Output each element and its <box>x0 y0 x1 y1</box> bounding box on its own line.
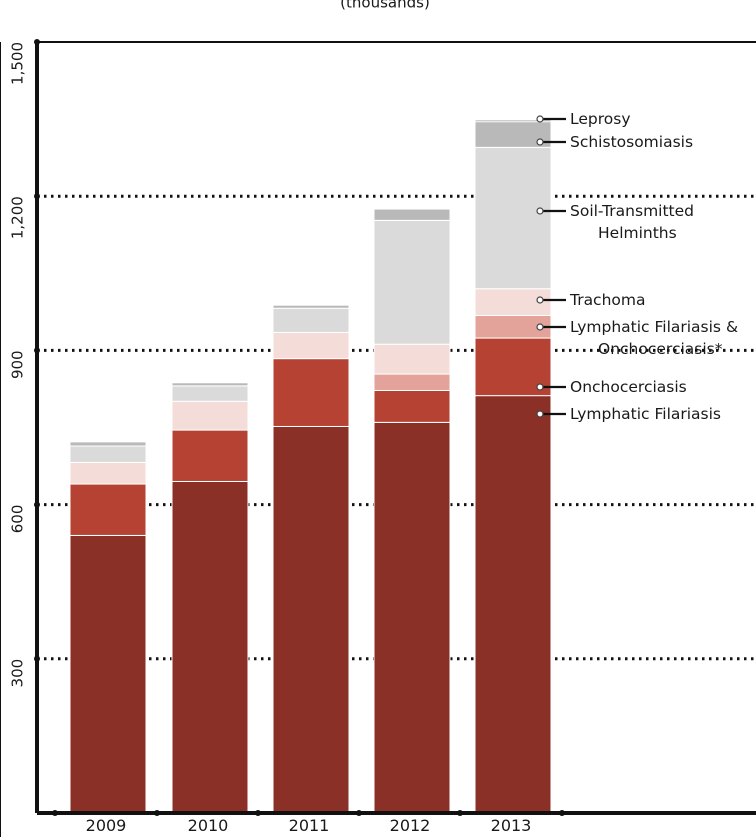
bar-2009-schistosomiasis <box>69 441 147 447</box>
bar-2012-lymphatic-filariasis <box>373 421 451 814</box>
bar-2009-onchocerciasis <box>69 483 147 536</box>
legend-item-onchocerciasis: Onchocerciasis <box>536 378 687 396</box>
y-tick-label-1500: 1,500 <box>9 42 27 85</box>
x-tick-labels: 2009 2010 2011 2012 2013 <box>86 816 532 835</box>
y-tick-label-1200: 1,200 <box>9 196 27 239</box>
x-axis-tick-0 <box>52 810 58 816</box>
bar-stack-2013 <box>474 119 552 814</box>
bar-2011-schistosomiasis <box>272 304 350 309</box>
y-axis-tick-300 <box>34 655 40 662</box>
bar-2013-lymphatic-filariasis <box>474 395 552 814</box>
legend-marker <box>536 383 544 391</box>
legend-label: Onchocerciasis <box>570 378 687 396</box>
y-axis-tick-1500 <box>34 39 40 45</box>
legend-item-schistosomiasis: Schistosomiasis <box>536 133 693 151</box>
legend-item-soil-transmitted-helminths: Soil-Transmitted Helminths <box>536 202 694 242</box>
bar-2010-lymphatic-filariasis <box>171 480 249 814</box>
legend-marker <box>536 115 544 123</box>
legend-item-lymphatic-filariasis: Lymphatic Filariasis <box>536 405 721 423</box>
y-tick-label-900: 900 <box>9 350 27 379</box>
bar-2012-onchocerciasis <box>373 389 451 423</box>
y-axis-tick-600 <box>34 501 40 508</box>
bar-2012-schistosomiasis <box>373 208 451 221</box>
bar-2012-trachoma <box>373 343 451 375</box>
y-tick-labels: 300 600 900 1,200 1,500 <box>9 42 27 687</box>
x-axis-tick-1 <box>154 810 160 816</box>
x-tick-label-2013: 2013 <box>491 816 532 835</box>
x-axis-tick-2 <box>255 810 261 816</box>
bar-stack-2009 <box>69 441 147 814</box>
legend-marker <box>536 323 544 331</box>
legend: Leprosy Schistosomiasis Soil-Transmitted He… <box>536 110 738 423</box>
legend-label: Lymphatic Filariasis <box>570 405 721 423</box>
legend-marker <box>536 138 544 146</box>
legend-item-lymphatic-filariasis-onchocerciasis: Lymphatic Filariasis & Onchocerciasis* <box>536 318 738 358</box>
bar-2013-soil-transmitted-helminths <box>474 146 552 290</box>
x-tick-label-2010: 2010 <box>188 816 229 835</box>
bar-2011-soil-transmitted-helminths <box>272 307 350 333</box>
bar-2009-trachoma <box>69 461 147 485</box>
bar-2011-onchocerciasis <box>272 358 350 427</box>
x-axis-tick-3 <box>356 810 362 816</box>
axes <box>0 39 756 837</box>
bar-2010-trachoma <box>171 400 249 431</box>
bar-2012-soil-transmitted-helminths <box>373 219 451 345</box>
legend-item-trachoma: Trachoma <box>536 291 646 309</box>
bar-stack-2010 <box>171 382 249 814</box>
legend-label: Trachoma <box>569 291 646 309</box>
x-axis-tick-5 <box>559 810 565 816</box>
legend-label: Onchocerciasis* <box>598 340 723 358</box>
y-axis-tick-1200 <box>34 193 40 200</box>
bars <box>69 119 552 814</box>
legend-marker <box>536 410 544 418</box>
legend-label: Soil-Transmitted <box>570 202 694 220</box>
legend-marker <box>536 207 544 215</box>
legend-label: Schistosomiasis <box>570 133 693 151</box>
bar-stack-2011 <box>272 304 350 814</box>
bar-2013-leprosy <box>474 119 552 123</box>
bar-2011-lymphatic-filariasis <box>272 425 350 814</box>
legend-label: Leprosy <box>570 110 631 128</box>
bar-2010-onchocerciasis <box>171 429 249 482</box>
legend-label: Helminths <box>598 224 677 242</box>
legend-label: Lymphatic Filariasis & <box>570 318 738 336</box>
bar-2012-lymphatic-filariasis-onchocerciasis <box>373 373 451 391</box>
x-tick-label-2009: 2009 <box>86 816 127 835</box>
x-tick-label-2012: 2012 <box>390 816 431 835</box>
y-tick-label-300: 300 <box>9 659 27 688</box>
bar-2009-soil-transmitted-helminths <box>69 445 147 463</box>
bar-2010-soil-transmitted-helminths <box>171 385 249 402</box>
legend-item-leprosy: Leprosy <box>536 110 631 128</box>
bar-stack-2012 <box>373 208 451 814</box>
bar-2010-schistosomiasis <box>171 382 249 387</box>
bar-2011-trachoma <box>272 331 350 360</box>
y-tick-label-600: 600 <box>9 505 27 534</box>
y-axis-tick-900 <box>34 347 40 354</box>
legend-marker <box>536 296 544 304</box>
unit-label: (thousands) <box>340 0 430 12</box>
bar-2009-lymphatic-filariasis <box>69 534 147 814</box>
x-tick-label-2011: 2011 <box>289 816 330 835</box>
x-axis-tick-4 <box>457 810 463 816</box>
